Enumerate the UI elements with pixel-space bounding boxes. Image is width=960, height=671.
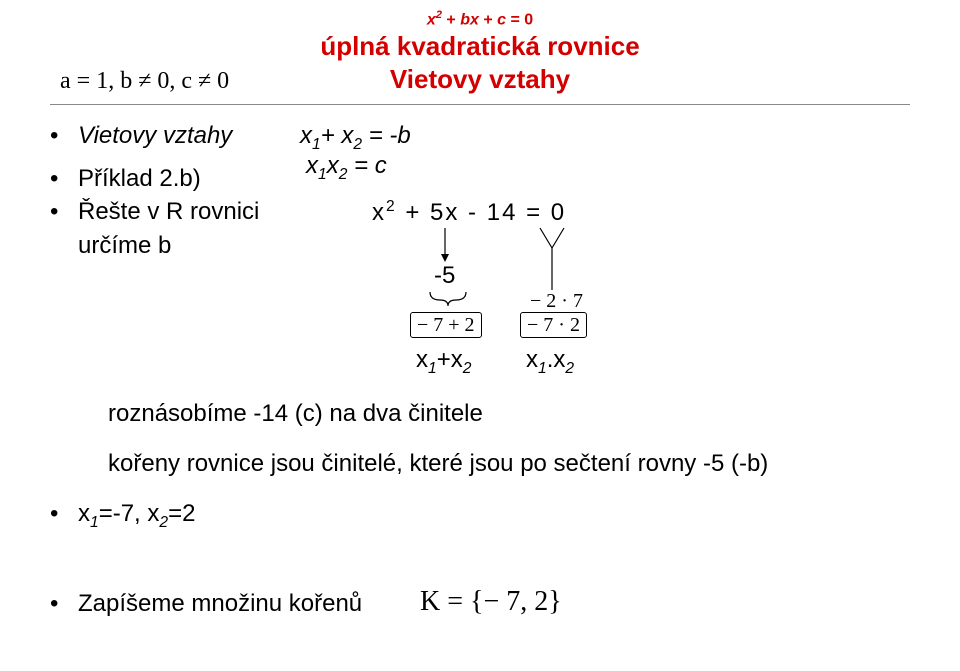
boxed-sum: − 7 + 2 xyxy=(410,312,482,338)
b-value: -5 xyxy=(434,262,455,290)
bullet-koreny: kořeny rovnice jsou činitelé, které jsou… xyxy=(108,450,768,478)
factor-alt: − 2 · 7 xyxy=(530,290,583,313)
solution-set: K = {− 7, 2} xyxy=(420,586,562,618)
bullet-roznasobime: roznásobíme -14 (c) na dva činitele xyxy=(108,400,483,428)
label-sum: x1+x2 xyxy=(416,346,471,378)
solution-values: x1=-7, x2=2 xyxy=(78,500,195,532)
bullet-dot: • xyxy=(50,500,58,528)
label-product: x1.x2 xyxy=(526,346,574,378)
boxed-product: − 7 · 2 xyxy=(520,312,587,338)
bullet-zapiseme: Zapíšeme množinu kořenů xyxy=(78,590,362,618)
bullet-dot: • xyxy=(50,590,58,618)
